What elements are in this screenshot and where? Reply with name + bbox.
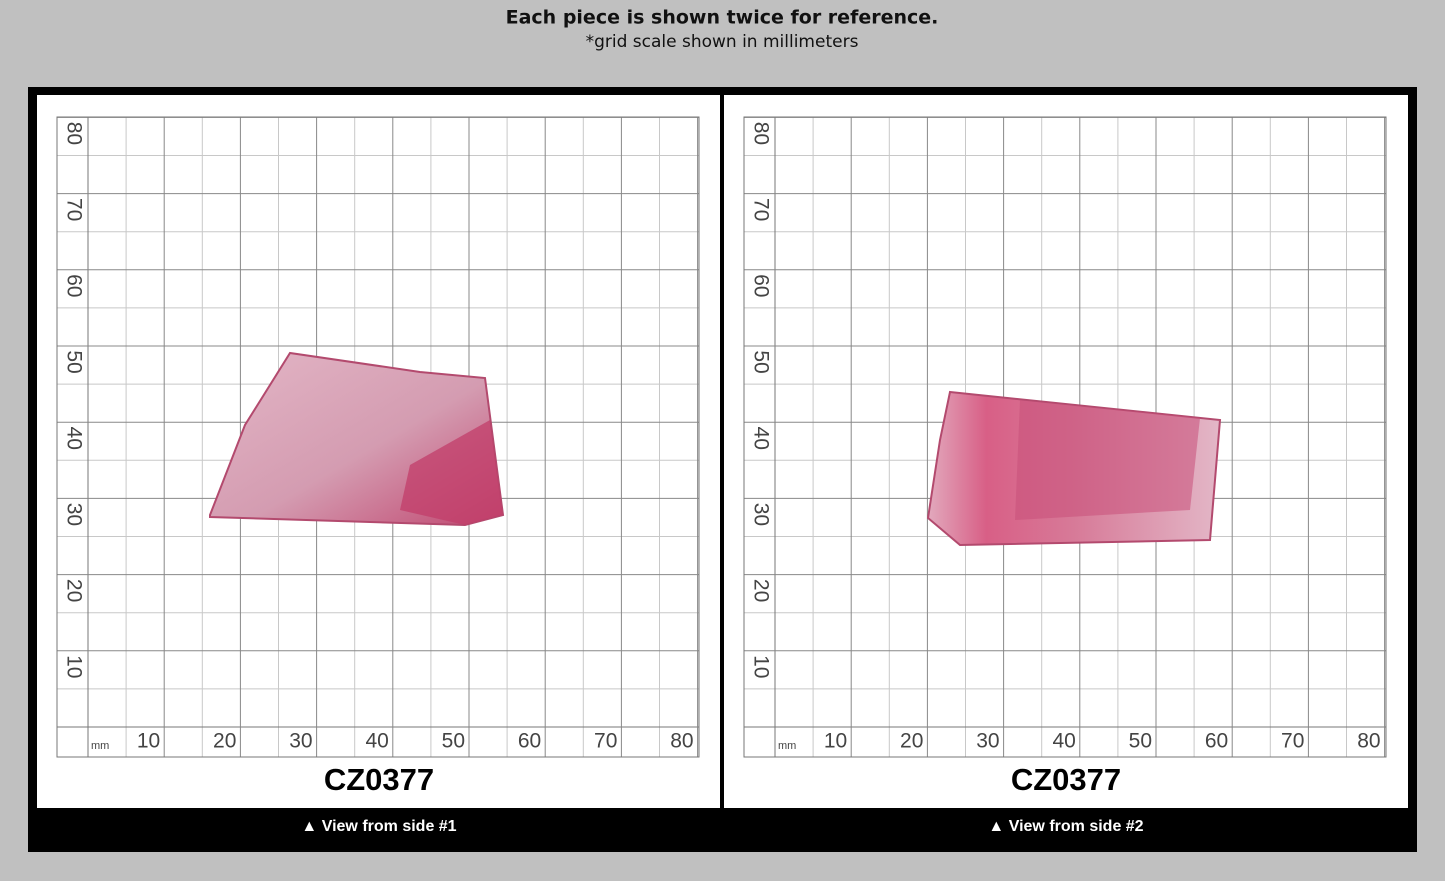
y-scale-label: 40 (62, 427, 85, 450)
x-scale-label: 40 (1052, 730, 1075, 753)
product-code: CZ0377 (324, 762, 434, 797)
x-scale-label: 50 (1129, 730, 1152, 753)
x-scale-label: 20 (213, 730, 236, 753)
y-scale-label: 20 (749, 579, 772, 602)
unit-label: mm (91, 740, 109, 752)
x-scale-label: 50 (442, 730, 465, 753)
y-scale-label: 60 (749, 274, 772, 297)
title: Each piece is shown twice for reference. (506, 7, 939, 29)
y-scale-label: 40 (749, 427, 772, 450)
view-caption: ▲ View from side #1 (301, 818, 456, 835)
y-scale-label: 30 (749, 503, 772, 526)
y-scale-label: 20 (62, 579, 85, 602)
product-code: CZ0377 (1011, 762, 1121, 797)
y-scale-label: 10 (62, 655, 85, 678)
grid-border (743, 116, 1387, 758)
x-scale-label: 60 (1205, 730, 1228, 753)
y-scale-label: 30 (62, 503, 85, 526)
grid-paper: 10 20 30 40 50 60 70 80 10 20 30 40 50 60 70 80 mm CZ0377 (743, 116, 1387, 797)
x-scale-label: 70 (594, 730, 617, 753)
y-scale-label: 50 (62, 350, 85, 373)
x-scale-label: 30 (976, 730, 999, 753)
x-scale-label: 30 (289, 730, 312, 753)
grid-paper: 10 20 30 40 50 60 70 80 10 20 30 40 50 60 70 80 mm CZ0377 (56, 116, 700, 797)
x-scale-label: 80 (1357, 730, 1380, 753)
x-scale-label: 60 (518, 730, 541, 753)
subtitle: *grid scale shown in millimeters (586, 32, 859, 52)
y-scale-label: 70 (749, 198, 772, 221)
y-scale-label: 60 (62, 274, 85, 297)
x-scale-label: 10 (137, 730, 160, 753)
x-scale-label: 40 (365, 730, 388, 753)
y-scale-label: 50 (749, 350, 772, 373)
x-scale-label: 70 (1281, 730, 1304, 753)
grid-border (56, 116, 700, 758)
y-scale-label: 80 (749, 122, 772, 145)
x-scale-label: 80 (670, 730, 693, 753)
view-caption: ▲ View from side #2 (988, 818, 1143, 835)
y-scale-label: 70 (62, 198, 85, 221)
y-scale-label: 80 (62, 122, 85, 145)
gem-facet (400, 420, 503, 525)
x-scale-label: 10 (824, 730, 847, 753)
gem-facet (1015, 400, 1200, 520)
unit-label: mm (778, 740, 796, 752)
y-scale-label: 10 (749, 655, 772, 678)
x-scale-label: 20 (900, 730, 923, 753)
